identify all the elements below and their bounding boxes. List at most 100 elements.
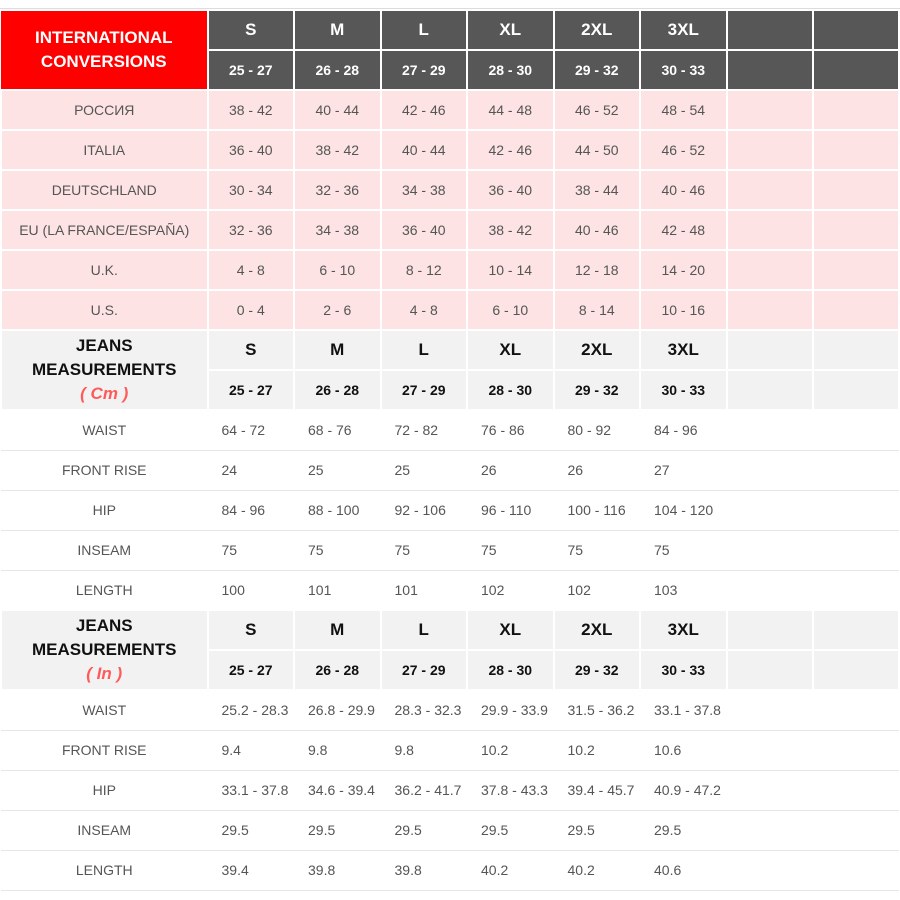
section-title-text: JEANS MEASUREMENTS	[32, 336, 177, 379]
cell-value: 25.2 - 28.3	[207, 690, 294, 731]
cell-value: 36 - 40	[206, 129, 295, 171]
cell-value: 6 - 10	[293, 249, 382, 291]
cell-value	[811, 249, 900, 291]
cell-value: 40 - 44	[379, 129, 468, 171]
size-header: M	[293, 9, 382, 51]
cell-value: 24	[207, 450, 294, 491]
cell-value: 29.9 - 33.9	[467, 690, 554, 731]
row-label: FRONT RISE	[1, 730, 208, 771]
section-title: JEANS MEASUREMENTS ( Cm )	[0, 329, 209, 411]
cell-value: 29.5	[553, 810, 640, 851]
cell-value: 40 - 44	[293, 89, 382, 131]
size-header	[811, 9, 900, 51]
section-title-text: JEANS MEASUREMENTS	[32, 616, 177, 659]
cell-value	[811, 169, 900, 211]
cell-value: 38 - 42	[206, 89, 295, 131]
size-chart: INTERNATIONAL CONVERSIONS S M L XL 2XL 3XL 25 -…	[0, 8, 900, 891]
row-label: LENGTH	[1, 570, 208, 611]
waist-range-header: 29 - 32	[552, 49, 641, 91]
section-header-waist: 25 - 27 26 - 28 27 - 29 28 - 30 29 - 32 30 - …	[1, 649, 900, 691]
cell-value: 29.5	[380, 810, 467, 851]
cell-value: 42 - 46	[379, 89, 468, 131]
cell-value	[725, 209, 814, 251]
waist-range-header	[725, 49, 814, 91]
size-conversion-table: INTERNATIONAL CONVERSIONS S M L XL 2XL 3XL 25 -…	[0, 9, 900, 891]
cell-value: 9.8	[380, 730, 467, 771]
cell-value: 10.2	[467, 730, 554, 771]
size-header: M	[293, 329, 382, 371]
cell-value	[725, 169, 814, 211]
waist-range-header	[811, 369, 900, 411]
cell-value: 10.2	[553, 730, 640, 771]
cell-value	[726, 770, 813, 811]
cell-value: 30 - 34	[206, 169, 295, 211]
cell-value: 39.8	[294, 850, 381, 891]
section-header-sizes: JEANS MEASUREMENTS ( Cm ) S M L XL 2XL 3XL	[0, 329, 900, 411]
cell-value	[811, 209, 900, 251]
size-header	[725, 329, 814, 371]
row-label: FRONT RISE	[1, 450, 208, 491]
size-header: 2XL	[552, 329, 641, 371]
table-row: WAIST 25.2 - 28.3 26.8 - 29.9 28.3 - 32.3 29…	[1, 690, 899, 731]
cell-value	[726, 690, 813, 731]
waist-range-header: 27 - 29	[379, 369, 468, 411]
cell-value: 34 - 38	[293, 209, 382, 251]
cell-value: 10 - 14	[466, 249, 555, 291]
size-header: 3XL	[639, 329, 728, 371]
size-header: XL	[466, 609, 555, 651]
table-row: LENGTH 100 101 101 102 102 103	[1, 570, 899, 611]
cell-value: 68 - 76	[294, 410, 381, 451]
cell-value: 10 - 16	[639, 289, 728, 331]
size-header: XL	[466, 329, 555, 371]
cell-value	[726, 850, 813, 891]
row-label: WAIST	[1, 690, 208, 731]
cell-value: 46 - 52	[639, 129, 728, 171]
cell-value	[725, 89, 814, 131]
waist-range-header: 26 - 28	[293, 369, 382, 411]
cell-value: 26.8 - 29.9	[294, 690, 381, 731]
waist-range-header: 30 - 33	[639, 49, 728, 91]
size-header: S	[206, 9, 295, 51]
waist-range-header: 28 - 30	[466, 649, 555, 691]
waist-range-header	[725, 649, 814, 691]
size-header	[811, 609, 900, 651]
section-header-sizes: JEANS MEASUREMENTS ( In ) S M L XL 2XL 3XL	[0, 609, 900, 691]
cell-value: 38 - 42	[293, 129, 382, 171]
waist-range-header: 28 - 30	[466, 369, 555, 411]
cell-value: 0 - 4	[206, 289, 295, 331]
cell-value	[812, 770, 899, 811]
cell-value	[725, 289, 814, 331]
row-label: LENGTH	[1, 850, 208, 891]
cell-value: 80 - 92	[553, 410, 640, 451]
cell-value	[726, 810, 813, 851]
table-row: ITALIA 36 - 40 38 - 42 40 - 44 42 - 46 44 - 5…	[0, 129, 900, 171]
cell-value: 33.1 - 37.8	[640, 690, 727, 731]
cell-value: 31.5 - 36.2	[553, 690, 640, 731]
waist-range-header	[811, 49, 900, 91]
table-row: HIP 84 - 96 88 - 100 92 - 106 96 - 110 100 - …	[1, 490, 899, 531]
international-title: INTERNATIONAL CONVERSIONS	[1, 9, 209, 91]
cell-value	[812, 530, 899, 571]
cell-value: 40.6	[640, 850, 727, 891]
cell-value	[725, 249, 814, 291]
cell-value: 39.4 - 45.7	[553, 770, 640, 811]
unit-label: ( In )	[86, 664, 123, 683]
cell-value	[726, 490, 813, 531]
table-row: HIP 33.1 - 37.8 34.6 - 39.4 36.2 - 41.7 37.8…	[1, 770, 899, 811]
cell-value: 40 - 46	[639, 169, 728, 211]
cell-value: 75	[380, 530, 467, 571]
cell-value: 29.5	[294, 810, 381, 851]
cell-value: 14 - 20	[639, 249, 728, 291]
table-row: FRONT RISE 24 25 25 26 26 27	[1, 450, 899, 491]
waist-range-header: 26 - 28	[293, 649, 382, 691]
waist-range-header: 26 - 28	[293, 49, 382, 91]
cell-value: 8 - 12	[379, 249, 468, 291]
cell-value: 46 - 52	[552, 89, 641, 131]
size-header: L	[379, 609, 468, 651]
waist-range-header: 27 - 29	[379, 649, 468, 691]
cell-value: 34.6 - 39.4	[294, 770, 381, 811]
cell-value: 8 - 14	[552, 289, 641, 331]
cell-value	[812, 570, 899, 611]
cell-value	[811, 89, 900, 131]
